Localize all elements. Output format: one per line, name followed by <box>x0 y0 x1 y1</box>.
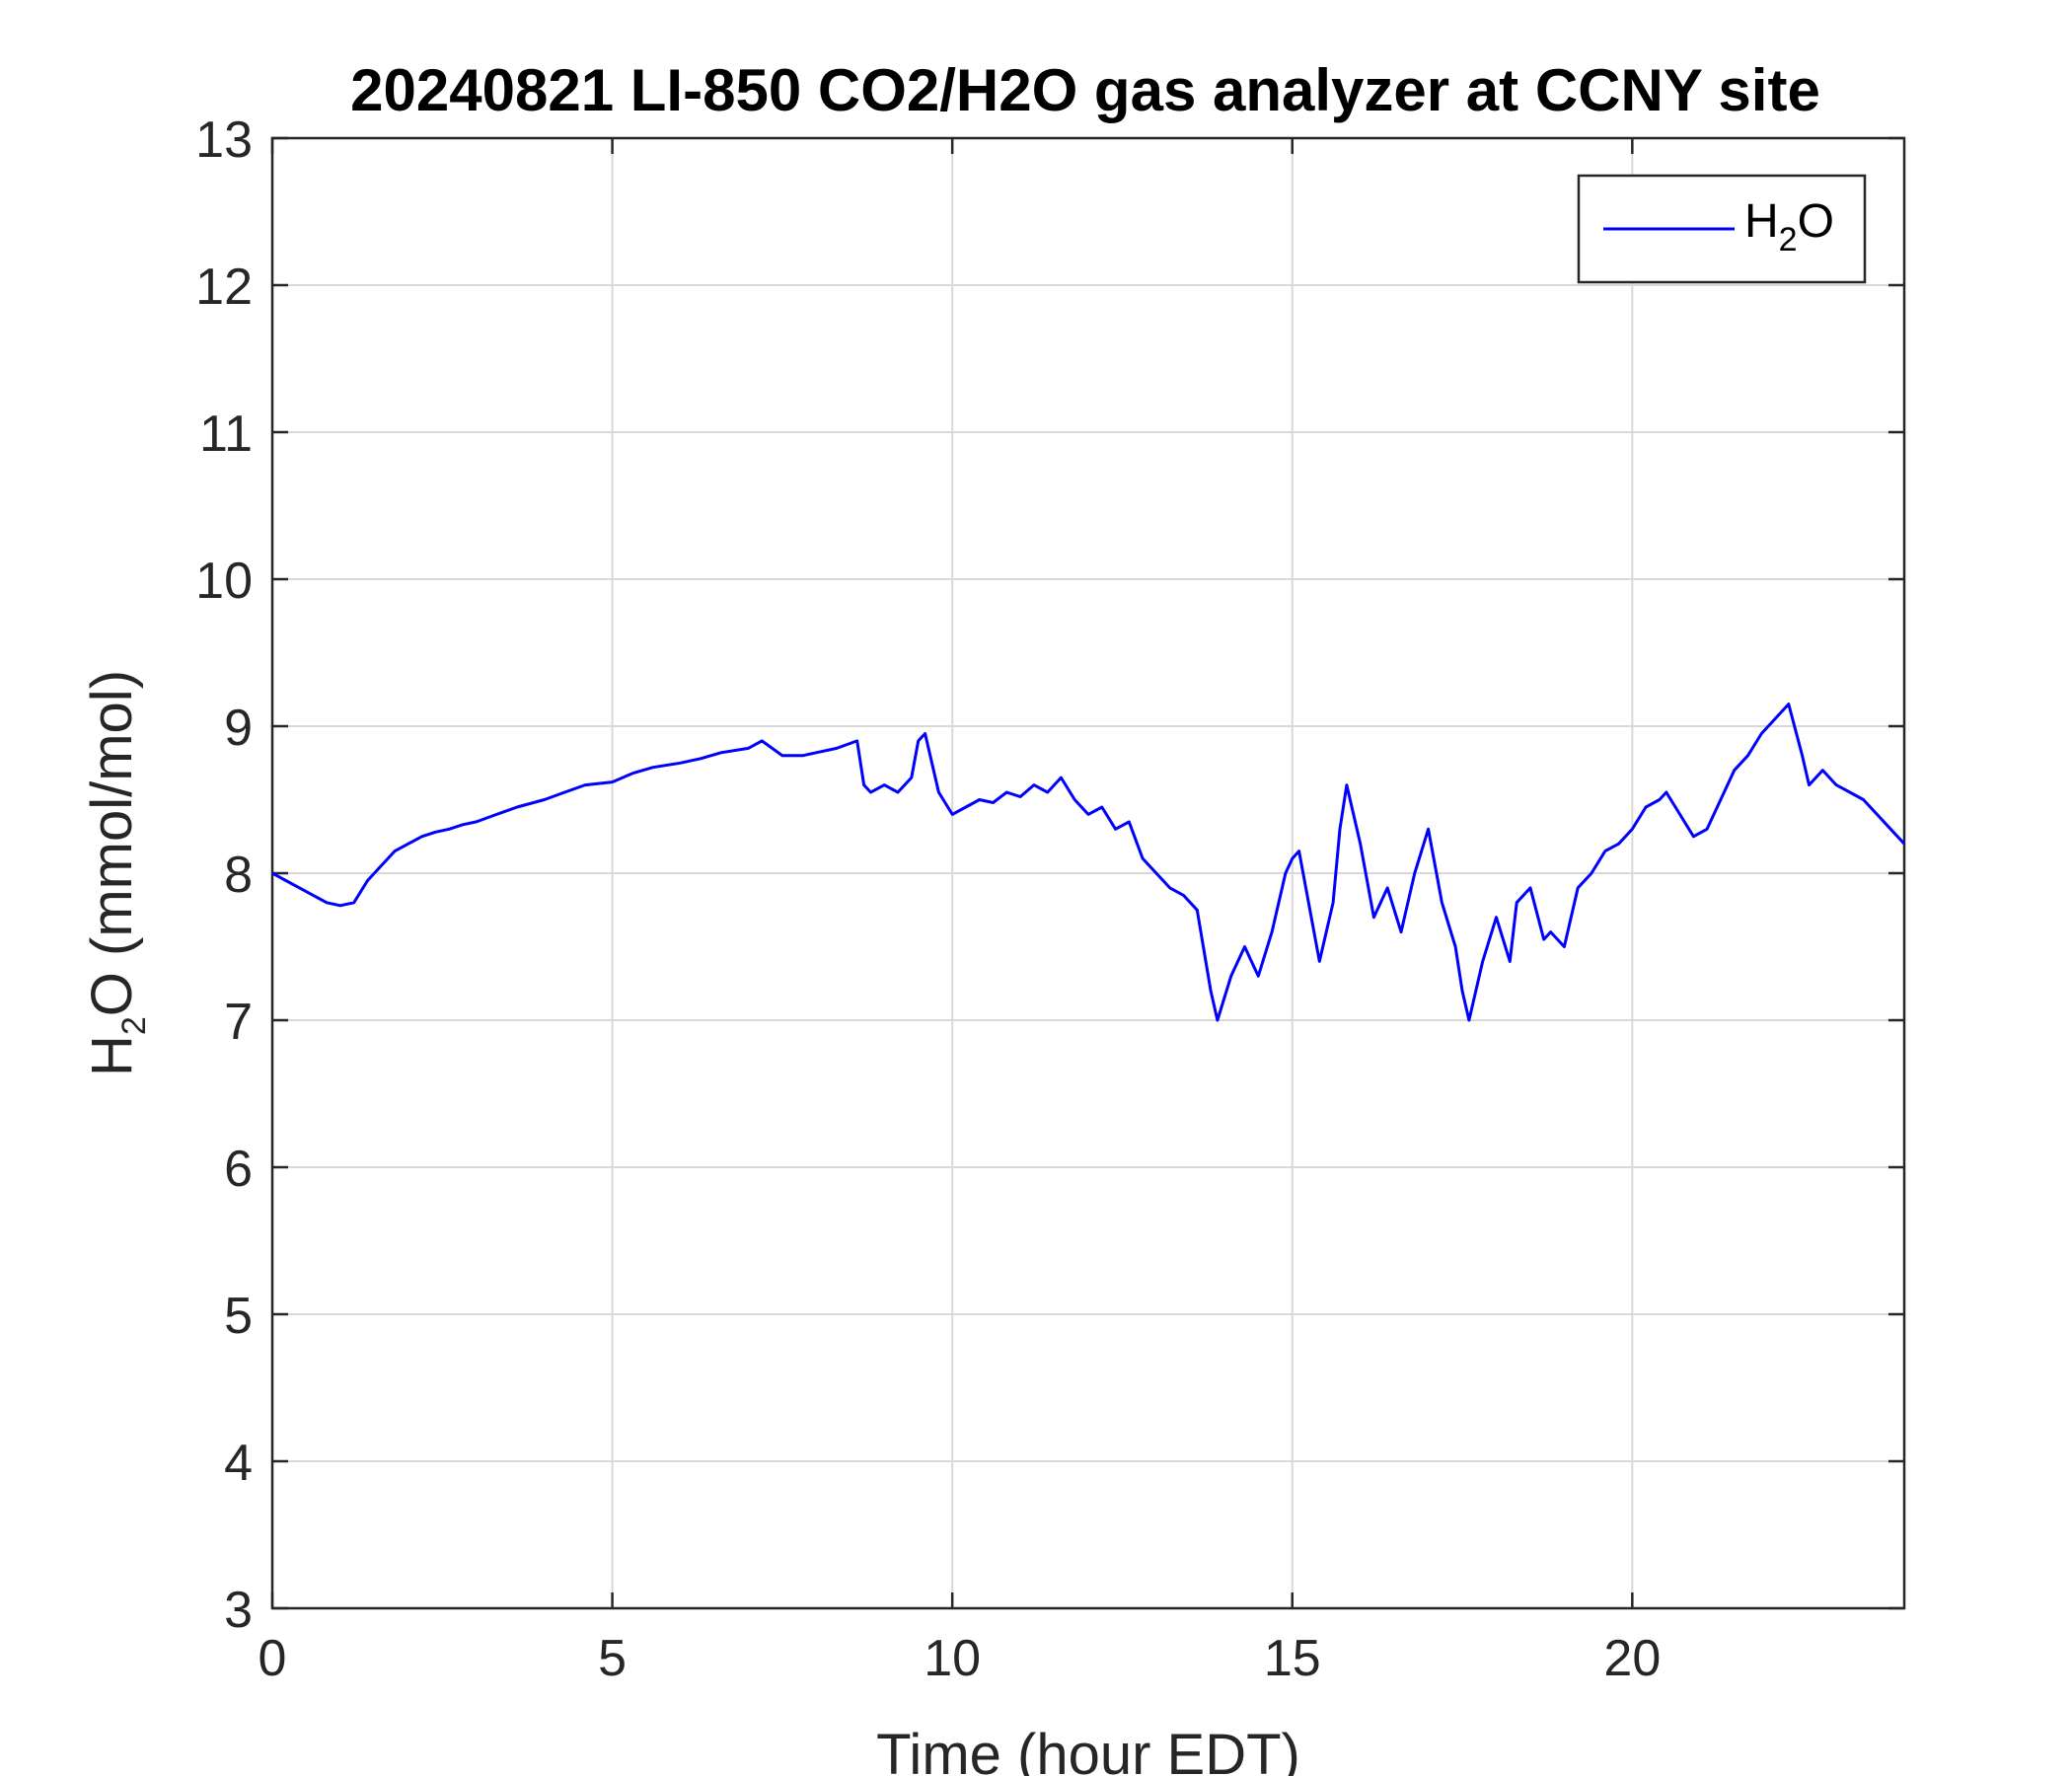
x-axis-label: Time (hour EDT) <box>876 1723 1300 1776</box>
series-line-h2o <box>271 703 1906 1022</box>
y-tick-label: 7 <box>224 994 253 1051</box>
chart-title: 20240821 LI-850 CO2/H2O gas analyzer at … <box>350 57 1820 123</box>
y-tick-labels: 3 4 5 6 7 8 9 10 11 12 13 <box>195 111 253 1639</box>
y-axis-label: H2O (mmol/mol) <box>80 670 153 1076</box>
y-tick-label: 5 <box>224 1288 253 1345</box>
y-tick-label: 4 <box>224 1435 253 1492</box>
y-tick-label: 8 <box>224 847 253 904</box>
legend: H2O <box>1577 174 1867 284</box>
y-axis-label-rest: O (mmol/mol) <box>80 670 144 1016</box>
x-tick-label: 20 <box>1603 1630 1661 1687</box>
x-tick-label: 0 <box>259 1630 287 1687</box>
y-tick-label: 11 <box>199 406 253 463</box>
grid-lines <box>271 137 1904 1609</box>
y-tick-label: 13 <box>195 111 253 169</box>
y-tick-label: 12 <box>195 259 253 316</box>
y-axis-label-subscript: 2 <box>115 1016 153 1035</box>
y-tick-label: 10 <box>195 553 253 610</box>
y-axis-label-main: H <box>80 1035 144 1076</box>
y-tick-label: 6 <box>224 1141 253 1198</box>
axis-ticks <box>270 136 1904 1610</box>
legend-label-subscript: 2 <box>1779 221 1798 259</box>
legend-label-main: H <box>1744 195 1779 248</box>
x-tick-label: 15 <box>1264 1630 1321 1687</box>
y-tick-label: 3 <box>224 1582 253 1639</box>
x-tick-labels: 0 5 10 15 20 <box>259 1630 1662 1687</box>
x-tick-label: 10 <box>924 1630 981 1687</box>
legend-label-h2o: H2O <box>1744 195 1834 259</box>
y-tick-label: 9 <box>224 700 253 757</box>
x-tick-label: 5 <box>598 1630 627 1687</box>
legend-label-rest: O <box>1798 195 1834 248</box>
